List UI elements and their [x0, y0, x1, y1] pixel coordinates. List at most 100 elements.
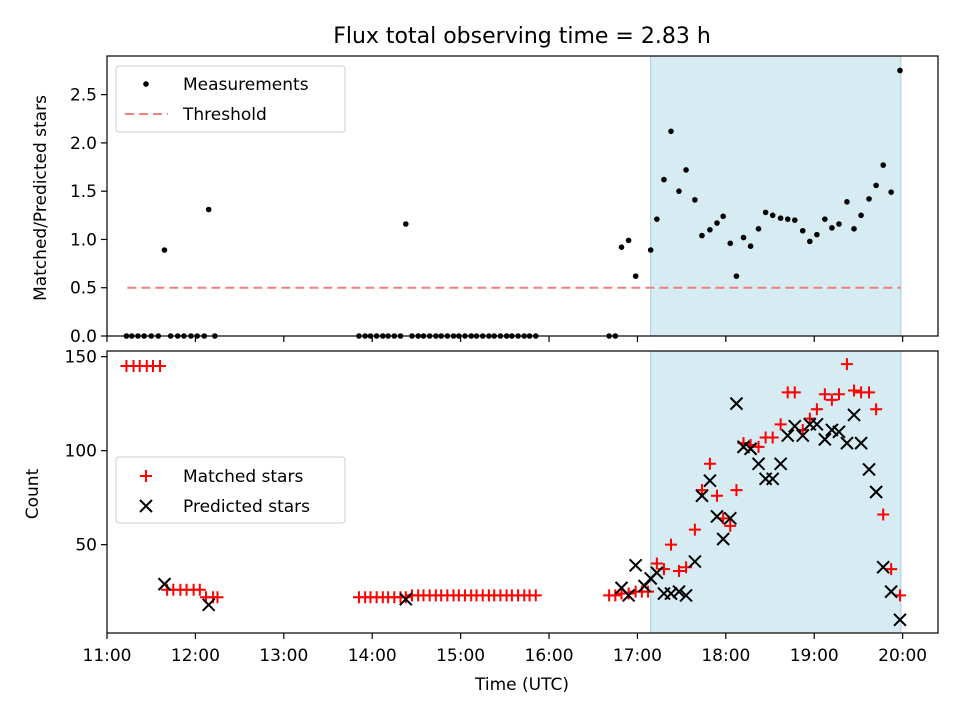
measurement-point [777, 215, 784, 222]
legend-matched-label: Matched stars [183, 467, 303, 487]
matched-star-point [870, 403, 883, 416]
matched-star-point [818, 388, 831, 401]
measurement-point [880, 162, 886, 168]
x-tick-label: 19:00 [790, 646, 839, 666]
measurement-point [733, 273, 740, 279]
measurement-point [205, 206, 212, 213]
matched-star-point [193, 583, 206, 596]
matched-star-point [688, 523, 701, 536]
measurement-point [873, 182, 879, 189]
matched-star-point [810, 403, 823, 416]
matched-star-point [399, 591, 412, 604]
predicted-star-point [854, 436, 868, 450]
measurement-point [829, 225, 835, 231]
measurement-point [618, 244, 625, 250]
measurement-point [897, 67, 903, 74]
matched-star-point [885, 563, 898, 576]
top-legend: Measurements Threshold [115, 65, 346, 133]
measurement-point [647, 247, 654, 253]
measurement-point [683, 167, 689, 173]
predicted-star-point [893, 613, 907, 627]
predicted-star-point [751, 457, 766, 471]
measurement-point [822, 216, 828, 222]
measurement-point [784, 216, 791, 222]
predicted-star-point [679, 588, 693, 603]
predicted-star-point [876, 560, 890, 574]
measurement-point [851, 226, 857, 232]
measurement-point [888, 189, 894, 195]
measurement-point [791, 217, 798, 223]
x-tick-label: 17:00 [613, 646, 662, 666]
predicted-star-point [729, 396, 744, 411]
matched-star-point [665, 538, 678, 551]
measurement-point [866, 196, 872, 202]
predicted-star-point [716, 532, 730, 546]
top-y-tick-label: 2.5 [70, 86, 97, 106]
legend-measurements-label: Measurements [183, 75, 309, 95]
measurement-point [858, 212, 864, 219]
x-tick-label: 20:00 [878, 646, 927, 666]
predicted-star-point [869, 485, 883, 499]
matched-star-point [730, 484, 743, 497]
bottom-y-label: Count [23, 468, 43, 519]
top-y-ticks: 0.0 0.5 1.0 1.5 2.0 2.5 [70, 86, 107, 347]
x-tick-label: 12:00 [171, 646, 220, 666]
matched-star-point [724, 519, 737, 532]
bottom-y-tick-label: 50 [75, 536, 97, 556]
matched-star-point [703, 457, 716, 470]
top-legend-box [115, 65, 346, 133]
measurement-point [747, 243, 754, 250]
legend-predicted-label: Predicted stars [183, 497, 310, 517]
matched-star-point [642, 585, 655, 598]
measurement-point [161, 247, 168, 253]
matched-star-point [848, 384, 861, 397]
predicted-star-point [688, 554, 702, 569]
matched-star-point [840, 358, 853, 371]
x-axis-label: Time (UTC) [474, 675, 569, 695]
bottom-y-tick-label: 150 [65, 348, 97, 368]
measurement-point [720, 213, 726, 220]
predicted-star-point [847, 408, 861, 422]
top-panel: 0.0 0.5 1.0 1.5 2.0 2.5 Matched/Predicted sta… [31, 55, 939, 347]
measurement-point [740, 234, 747, 241]
x-tick-label: 14:00 [348, 646, 397, 666]
measurement-point [403, 221, 409, 227]
measurement-point [769, 212, 776, 219]
top-y-tick-label: 1.0 [70, 230, 97, 250]
measurement-point [844, 198, 850, 205]
measurement-point [668, 128, 674, 135]
measurement-point [661, 176, 667, 183]
top-observing-span [650, 55, 902, 337]
predicted-star-point [796, 428, 810, 443]
predicted-star-point [703, 474, 717, 488]
measurement-point [755, 226, 762, 232]
predicted-star-point [818, 432, 832, 447]
predicted-star-point [765, 472, 780, 486]
measurement-point [836, 221, 842, 227]
matched-star-point [211, 591, 224, 604]
predicted-star-point [773, 457, 788, 471]
predicted-star-point [832, 425, 846, 439]
bottom-plot-frame [106, 350, 939, 634]
measurement-point [692, 197, 698, 203]
x-tick-label: 18:00 [701, 646, 750, 666]
predicted-star-point [788, 419, 802, 433]
predicted-star-point [862, 462, 876, 477]
top-y-label: Matched/Predicted stars [31, 95, 51, 301]
bottom-x-ticks: 11:00 12:00 13:00 14:00 15:00 16:00 17:00 18:00… [83, 633, 927, 666]
predicted-star-point [710, 509, 724, 524]
matched-star-point [529, 589, 542, 602]
measurement-point [699, 232, 705, 239]
measurement-point [714, 220, 720, 226]
matched-star-point [832, 388, 845, 401]
bottom-legend: Matched stars Predicted stars [115, 456, 346, 524]
legend-matched-marker [140, 470, 152, 482]
matched-points [120, 358, 906, 604]
x-tick-label: 15:00 [436, 646, 485, 666]
top-x-ticks [106, 336, 904, 342]
matched-star-point [752, 440, 765, 453]
predicted-star-point [781, 428, 795, 443]
legend-measurements-marker [143, 81, 149, 87]
predicted-star-point [628, 558, 643, 573]
predicted-star-point [884, 584, 898, 599]
